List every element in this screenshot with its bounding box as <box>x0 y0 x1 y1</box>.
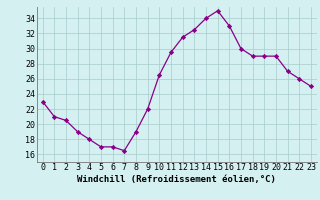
X-axis label: Windchill (Refroidissement éolien,°C): Windchill (Refroidissement éolien,°C) <box>77 175 276 184</box>
